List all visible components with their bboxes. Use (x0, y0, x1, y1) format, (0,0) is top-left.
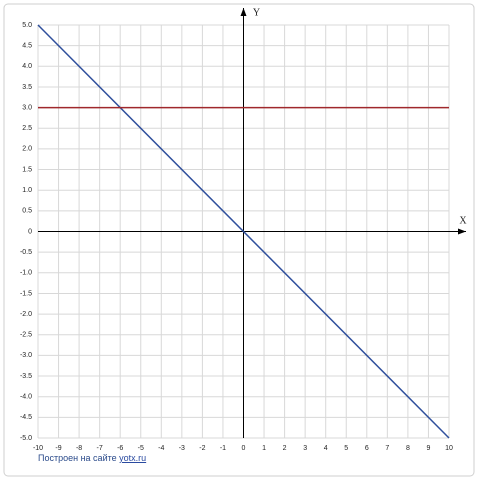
x-tick-label: 7 (385, 445, 389, 452)
y-tick-label: -2.5 (20, 332, 32, 339)
footer-text: Построен на сайте (38, 453, 117, 463)
x-tick-label: 3 (303, 445, 307, 452)
x-tick-label: 6 (365, 445, 369, 452)
y-tick-label: -1.0 (20, 270, 32, 277)
y-tick-label: 5.0 (22, 22, 32, 29)
x-tick-label: -4 (158, 445, 164, 452)
x-tick-label: 9 (426, 445, 430, 452)
footer-link[interactable]: yotx.ru (119, 453, 147, 463)
x-tick-label: 0 (242, 445, 246, 452)
y-tick-label: 0.5 (22, 208, 32, 215)
y-tick-label: -4.5 (20, 414, 32, 421)
x-tick-label: 4 (324, 445, 328, 452)
series-line (37, 24, 450, 439)
x-tick-label: -7 (97, 445, 103, 452)
y-tick-label: 2.5 (22, 125, 32, 132)
y-tick-label: -0.5 (20, 249, 32, 256)
x-tick-label: 10 (445, 445, 453, 452)
y-tick-label: 3.0 (22, 104, 32, 111)
x-tick-label: 8 (406, 445, 410, 452)
x-axis-arrow (458, 228, 466, 235)
x-tick-label: -5 (138, 445, 144, 452)
footer: Построен на сайте yotx.ru (38, 453, 146, 463)
x-tick-label: -9 (55, 445, 61, 452)
y-tick-label: -3.5 (20, 373, 32, 380)
x-tick-label: -1 (220, 445, 226, 452)
x-tick-label: -10 (33, 445, 43, 452)
axes-group (38, 8, 466, 438)
y-tick-label: -1.5 (20, 290, 32, 297)
y-tick-label: 0 (28, 228, 32, 235)
y-tick-label: 1.5 (22, 166, 32, 173)
x-tick-label: -2 (199, 445, 205, 452)
y-tick-label: -5.0 (20, 435, 32, 442)
x-tick-label: -6 (117, 445, 123, 452)
y-tick-label: 4.5 (22, 42, 32, 49)
y-tick-label: -4.0 (20, 394, 32, 401)
y-axis-arrow (240, 8, 247, 16)
frame (3, 3, 475, 477)
y-tick-label: -2.0 (20, 311, 32, 318)
x-tick-label: 1 (262, 445, 266, 452)
y-tick-label: 1.0 (22, 187, 32, 194)
x-tick-label: -8 (76, 445, 82, 452)
y-tick-label: -3.0 (20, 352, 32, 359)
y-tick-label: 2.0 (22, 146, 32, 153)
x-tick-label: -3 (179, 445, 185, 452)
x-tick-label: 5 (344, 445, 348, 452)
y-tick-label: 3.5 (22, 84, 32, 91)
y-axis-label: Y (253, 7, 260, 18)
x-tick-label: 2 (283, 445, 287, 452)
x-axis-label: X (459, 215, 467, 226)
y-tick-label: 4.0 (22, 63, 32, 70)
